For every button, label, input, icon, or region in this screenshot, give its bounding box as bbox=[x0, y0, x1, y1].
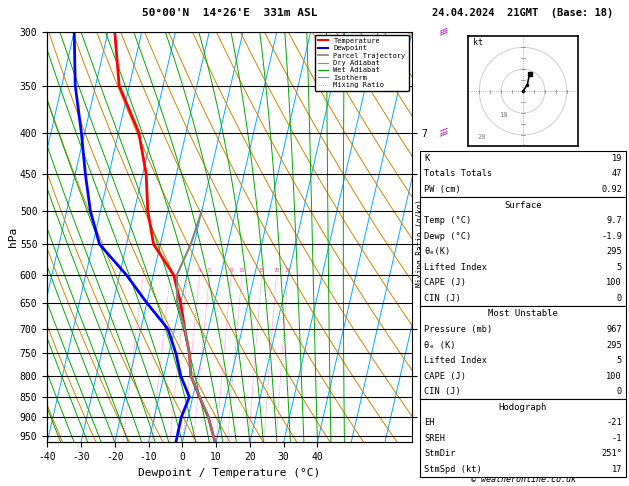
Text: /: / bbox=[437, 206, 447, 216]
Text: 5: 5 bbox=[617, 263, 622, 272]
Text: CIN (J): CIN (J) bbox=[424, 387, 460, 396]
Text: 10: 10 bbox=[238, 268, 245, 273]
Text: 967: 967 bbox=[606, 325, 622, 334]
Text: 0.92: 0.92 bbox=[601, 185, 622, 194]
Text: Lifted Index: Lifted Index bbox=[424, 356, 487, 365]
Text: 251°: 251° bbox=[601, 450, 622, 458]
Text: CAPE (J): CAPE (J) bbox=[424, 278, 466, 287]
Text: /: / bbox=[437, 125, 447, 135]
Text: 47: 47 bbox=[611, 170, 622, 178]
Text: /: / bbox=[437, 128, 447, 138]
Text: 5: 5 bbox=[208, 268, 211, 273]
Legend: Temperature, Dewpoint, Parcel Trajectory, Dry Adiabat, Wet Adiabat, Isotherm, Mi: Temperature, Dewpoint, Parcel Trajectory… bbox=[314, 35, 408, 91]
Text: /: / bbox=[437, 208, 447, 218]
Text: 15: 15 bbox=[259, 268, 265, 273]
Text: PW (cm): PW (cm) bbox=[424, 185, 460, 194]
Text: F: F bbox=[439, 324, 445, 334]
Text: © weatheronline.co.uk: © weatheronline.co.uk bbox=[470, 475, 576, 484]
Text: SREH: SREH bbox=[424, 434, 445, 443]
Text: /: / bbox=[437, 24, 447, 34]
Text: -1.9: -1.9 bbox=[601, 232, 622, 241]
Text: 25: 25 bbox=[285, 268, 291, 273]
Text: kt: kt bbox=[473, 38, 482, 47]
Text: -1: -1 bbox=[611, 434, 622, 443]
Text: Temp (°C): Temp (°C) bbox=[424, 216, 471, 225]
Text: Totals Totals: Totals Totals bbox=[424, 170, 493, 178]
Text: F: F bbox=[439, 371, 445, 381]
Text: θₑ(K): θₑ(K) bbox=[424, 247, 450, 256]
Text: 24.04.2024  21GMT  (Base: 18): 24.04.2024 21GMT (Base: 18) bbox=[432, 8, 614, 17]
Text: Hodograph: Hodograph bbox=[499, 403, 547, 412]
Text: /: / bbox=[437, 130, 447, 140]
Text: 100: 100 bbox=[606, 372, 622, 381]
Text: 3: 3 bbox=[186, 268, 189, 273]
Text: 1: 1 bbox=[142, 268, 145, 273]
Text: F: F bbox=[439, 270, 445, 280]
Text: CIN (J): CIN (J) bbox=[424, 294, 460, 303]
Text: LCL: LCL bbox=[425, 371, 438, 380]
Text: Dewp (°C): Dewp (°C) bbox=[424, 232, 471, 241]
Text: CAPE (J): CAPE (J) bbox=[424, 372, 466, 381]
Text: F: F bbox=[439, 412, 445, 422]
Text: 2: 2 bbox=[169, 268, 172, 273]
X-axis label: Dewpoint / Temperature (°C): Dewpoint / Temperature (°C) bbox=[138, 468, 321, 478]
Text: /: / bbox=[437, 204, 447, 213]
Text: 17: 17 bbox=[611, 465, 622, 474]
Text: 4: 4 bbox=[198, 268, 201, 273]
Text: 100: 100 bbox=[606, 278, 622, 287]
Text: θₑ (K): θₑ (K) bbox=[424, 341, 455, 349]
Text: StmSpd (kt): StmSpd (kt) bbox=[424, 465, 482, 474]
Text: K: K bbox=[424, 154, 429, 163]
Text: 50°00'N  14°26'E  331m ASL: 50°00'N 14°26'E 331m ASL bbox=[142, 8, 318, 17]
Text: Pressure (mb): Pressure (mb) bbox=[424, 325, 493, 334]
Text: /: / bbox=[437, 29, 447, 39]
Text: 19: 19 bbox=[611, 154, 622, 163]
Text: 295: 295 bbox=[606, 341, 622, 349]
Text: StmDir: StmDir bbox=[424, 450, 455, 458]
Text: Most Unstable: Most Unstable bbox=[488, 310, 558, 318]
Text: 0: 0 bbox=[617, 294, 622, 303]
Y-axis label: km
ASL: km ASL bbox=[429, 229, 448, 244]
Text: 10: 10 bbox=[499, 112, 508, 119]
Text: Surface: Surface bbox=[504, 201, 542, 209]
Text: Mixing Ratio (g/kg): Mixing Ratio (g/kg) bbox=[416, 199, 425, 287]
Text: -21: -21 bbox=[606, 418, 622, 427]
Text: 5: 5 bbox=[617, 356, 622, 365]
Text: EH: EH bbox=[424, 418, 435, 427]
Text: 20: 20 bbox=[477, 134, 486, 140]
Text: 8: 8 bbox=[230, 268, 233, 273]
Text: 0: 0 bbox=[617, 387, 622, 396]
Y-axis label: hPa: hPa bbox=[8, 227, 18, 247]
Text: 9.7: 9.7 bbox=[606, 216, 622, 225]
Text: 295: 295 bbox=[606, 247, 622, 256]
Text: /: / bbox=[437, 27, 447, 36]
Text: Lifted Index: Lifted Index bbox=[424, 263, 487, 272]
Text: 20: 20 bbox=[273, 268, 280, 273]
